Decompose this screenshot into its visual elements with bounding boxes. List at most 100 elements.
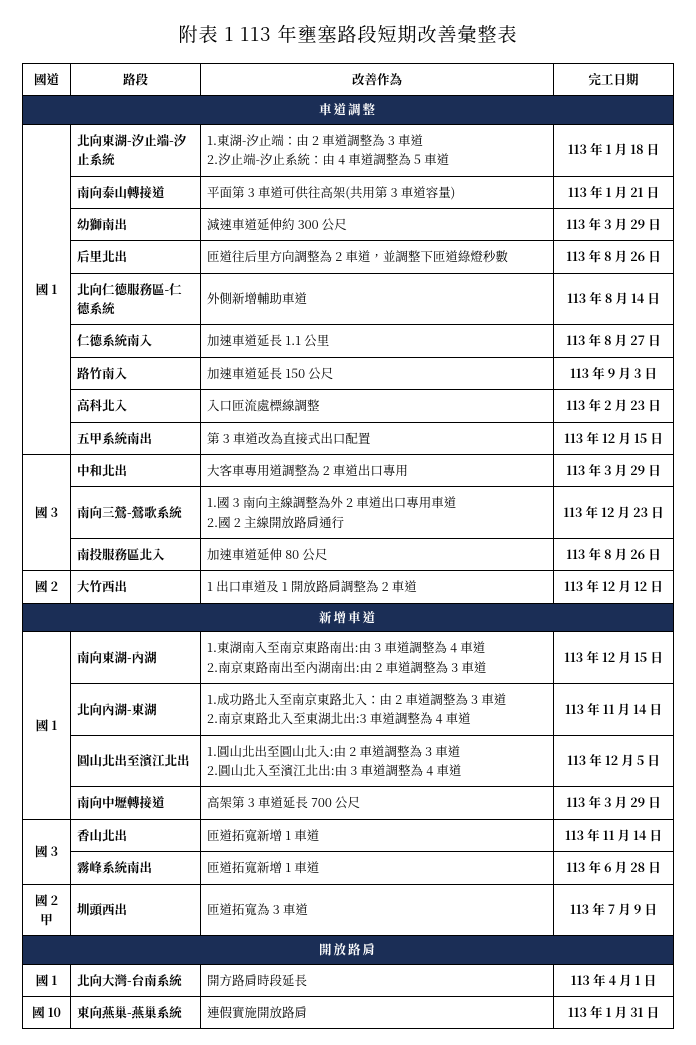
action-cell: 匝道拓寬新增 1 車道 bbox=[201, 852, 554, 884]
date-cell: 113 年 1 月 18 日 bbox=[554, 124, 674, 176]
action-cell: 匝道往后里方向調整為 2 車道，並調整下匝道綠燈秒數 bbox=[201, 241, 554, 273]
category-row: 新增車道 bbox=[23, 603, 674, 631]
action-cell: 開方路肩時段延長 bbox=[201, 964, 554, 996]
segment-cell: 幼獅南出 bbox=[71, 208, 201, 240]
date-cell: 113 年 9 月 3 日 bbox=[554, 357, 674, 389]
segment-cell: 北向內湖-東湖 bbox=[71, 683, 201, 735]
segment-cell: 中和北出 bbox=[71, 454, 201, 486]
action-cell: 1.東湖-汐止端：由 2 車道調整為 3 車道 2.汐止端-汐止系統：由 4 車… bbox=[201, 124, 554, 176]
route-cell: 國 10 bbox=[23, 997, 71, 1029]
segment-cell: 北向仁德服務區-仁德系統 bbox=[71, 273, 201, 325]
category-row: 車道調整 bbox=[23, 96, 674, 124]
action-cell: 連假實施開放路肩 bbox=[201, 997, 554, 1029]
action-cell: 入口匝流處標線調整 bbox=[201, 390, 554, 422]
table-row: 國 1北向大灣-台南系統開方路肩時段延長113 年 4 月 1 日 bbox=[23, 964, 674, 996]
route-cell: 國 1 bbox=[23, 124, 71, 454]
table-row: 南向泰山轉接道平面第 3 車道可供往高架(共用第 3 車道容量)113 年 1 … bbox=[23, 176, 674, 208]
date-cell: 113 年 3 月 29 日 bbox=[554, 454, 674, 486]
table-row: 南投服務區北入加速車道延伸 80 公尺113 年 8 月 26 日 bbox=[23, 539, 674, 571]
date-cell: 113 年 1 月 21 日 bbox=[554, 176, 674, 208]
segment-cell: 圓山北出至濱江北出 bbox=[71, 735, 201, 787]
action-cell: 平面第 3 車道可供往高架(共用第 3 車道容量) bbox=[201, 176, 554, 208]
route-cell: 國 3 bbox=[23, 454, 71, 571]
date-cell: 113 年 8 月 26 日 bbox=[554, 241, 674, 273]
segment-cell: 香山北出 bbox=[71, 819, 201, 851]
col-header-route: 國道 bbox=[23, 64, 71, 96]
action-cell: 加速車道延伸 80 公尺 bbox=[201, 539, 554, 571]
date-cell: 113 年 12 月 15 日 bbox=[554, 422, 674, 454]
date-cell: 113 年 11 月 14 日 bbox=[554, 683, 674, 735]
segment-cell: 東向燕巢-燕巢系統 bbox=[71, 997, 201, 1029]
table-row: 高科北入入口匝流處標線調整113 年 2 月 23 日 bbox=[23, 390, 674, 422]
table-row: 國 2大竹西出1 出口車道及 1 開放路肩調整為 2 車道113 年 12 月 … bbox=[23, 571, 674, 603]
date-cell: 113 年 8 月 26 日 bbox=[554, 539, 674, 571]
segment-cell: 路竹南入 bbox=[71, 357, 201, 389]
table-row: 南向三鶯-鶯歌系統1.國 3 南向主線調整為外 2 車道出口專用車道 2.國 2… bbox=[23, 487, 674, 539]
category-header: 開放路肩 bbox=[23, 936, 674, 964]
table-row: 圓山北出至濱江北出1.圓山北出至圓山北入:由 2 車道調整為 3 車道 2.圓山… bbox=[23, 735, 674, 787]
segment-cell: 五甲系統南出 bbox=[71, 422, 201, 454]
action-cell: 減速車道延伸約 300 公尺 bbox=[201, 208, 554, 240]
segment-cell: 北向東湖-汐止端-汐止系統 bbox=[71, 124, 201, 176]
segment-cell: 高科北入 bbox=[71, 390, 201, 422]
category-header: 新增車道 bbox=[23, 603, 674, 631]
segment-cell: 南向東湖-內湖 bbox=[71, 632, 201, 684]
segment-cell: 南向泰山轉接道 bbox=[71, 176, 201, 208]
table-row: 路竹南入加速車道延長 150 公尺113 年 9 月 3 日 bbox=[23, 357, 674, 389]
date-cell: 113 年 8 月 27 日 bbox=[554, 325, 674, 357]
action-cell: 加速車道延長 150 公尺 bbox=[201, 357, 554, 389]
route-cell: 國 2 甲 bbox=[23, 884, 71, 936]
date-cell: 113 年 12 月 23 日 bbox=[554, 487, 674, 539]
action-cell: 1.國 3 南向主線調整為外 2 車道出口專用車道 2.國 2 主線開放路肩通行 bbox=[201, 487, 554, 539]
table-header-row: 國道 路段 改善作為 完工日期 bbox=[23, 64, 674, 96]
date-cell: 113 年 12 月 12 日 bbox=[554, 571, 674, 603]
segment-cell: 霧峰系統南出 bbox=[71, 852, 201, 884]
date-cell: 113 年 11 月 14 日 bbox=[554, 819, 674, 851]
table-row: 五甲系統南出第 3 車道改為直接式出口配置113 年 12 月 15 日 bbox=[23, 422, 674, 454]
table-row: 國 1北向東湖-汐止端-汐止系統1.東湖-汐止端：由 2 車道調整為 3 車道 … bbox=[23, 124, 674, 176]
table-row: 國 10東向燕巢-燕巢系統連假實施開放路肩113 年 1 月 31 日 bbox=[23, 997, 674, 1029]
summary-table: 國道 路段 改善作為 完工日期 車道調整國 1北向東湖-汐止端-汐止系統1.東湖… bbox=[22, 63, 674, 1029]
action-cell: 大客車專用道調整為 2 車道出口專用 bbox=[201, 454, 554, 486]
table-row: 國 2 甲圳頭西出匝道拓寬為 3 車道113 年 7 月 9 日 bbox=[23, 884, 674, 936]
category-header: 車道調整 bbox=[23, 96, 674, 124]
col-header-date: 完工日期 bbox=[554, 64, 674, 96]
action-cell: 高架第 3 車道延長 700 公尺 bbox=[201, 787, 554, 819]
date-cell: 113 年 3 月 29 日 bbox=[554, 787, 674, 819]
segment-cell: 大竹西出 bbox=[71, 571, 201, 603]
table-row: 北向內湖-東湖1.成功路北入至南京東路北入：由 2 車道調整為 3 車道 2.南… bbox=[23, 683, 674, 735]
table-row: 北向仁德服務區-仁德系統外側新增輔助車道113 年 8 月 14 日 bbox=[23, 273, 674, 325]
table-row: 霧峰系統南出匝道拓寬新增 1 車道113 年 6 月 28 日 bbox=[23, 852, 674, 884]
date-cell: 113 年 6 月 28 日 bbox=[554, 852, 674, 884]
table-row: 仁德系統南入加速車道延長 1.1 公里113 年 8 月 27 日 bbox=[23, 325, 674, 357]
table-row: 后里北出匝道往后里方向調整為 2 車道，並調整下匝道綠燈秒數113 年 8 月 … bbox=[23, 241, 674, 273]
action-cell: 1 出口車道及 1 開放路肩調整為 2 車道 bbox=[201, 571, 554, 603]
segment-cell: 南向三鶯-鶯歌系統 bbox=[71, 487, 201, 539]
route-cell: 國 2 bbox=[23, 571, 71, 603]
action-cell: 1.成功路北入至南京東路北入：由 2 車道調整為 3 車道 2.南京東路北入至東… bbox=[201, 683, 554, 735]
action-cell: 外側新增輔助車道 bbox=[201, 273, 554, 325]
action-cell: 加速車道延長 1.1 公里 bbox=[201, 325, 554, 357]
segment-cell: 仁德系統南入 bbox=[71, 325, 201, 357]
segment-cell: 南向中壢轉接道 bbox=[71, 787, 201, 819]
date-cell: 113 年 3 月 29 日 bbox=[554, 208, 674, 240]
route-cell: 國 1 bbox=[23, 964, 71, 996]
page-title: 附表 1 113 年壅塞路段短期改善彙整表 bbox=[22, 20, 674, 47]
col-header-segment: 路段 bbox=[71, 64, 201, 96]
date-cell: 113 年 2 月 23 日 bbox=[554, 390, 674, 422]
segment-cell: 北向大灣-台南系統 bbox=[71, 964, 201, 996]
route-cell: 國 1 bbox=[23, 632, 71, 820]
table-row: 南向中壢轉接道高架第 3 車道延長 700 公尺113 年 3 月 29 日 bbox=[23, 787, 674, 819]
table-row: 幼獅南出減速車道延伸約 300 公尺113 年 3 月 29 日 bbox=[23, 208, 674, 240]
segment-cell: 南投服務區北入 bbox=[71, 539, 201, 571]
date-cell: 113 年 1 月 31 日 bbox=[554, 997, 674, 1029]
date-cell: 113 年 4 月 1 日 bbox=[554, 964, 674, 996]
action-cell: 匝道拓寬新增 1 車道 bbox=[201, 819, 554, 851]
action-cell: 第 3 車道改為直接式出口配置 bbox=[201, 422, 554, 454]
route-cell: 國 3 bbox=[23, 819, 71, 884]
action-cell: 匝道拓寬為 3 車道 bbox=[201, 884, 554, 936]
col-header-action: 改善作為 bbox=[201, 64, 554, 96]
action-cell: 1.圓山北出至圓山北入:由 2 車道調整為 3 車道 2.圓山北入至濱江北出:由… bbox=[201, 735, 554, 787]
table-row: 國 1南向東湖-內湖1.東湖南入至南京東路南出:由 3 車道調整為 4 車道 2… bbox=[23, 632, 674, 684]
date-cell: 113 年 7 月 9 日 bbox=[554, 884, 674, 936]
